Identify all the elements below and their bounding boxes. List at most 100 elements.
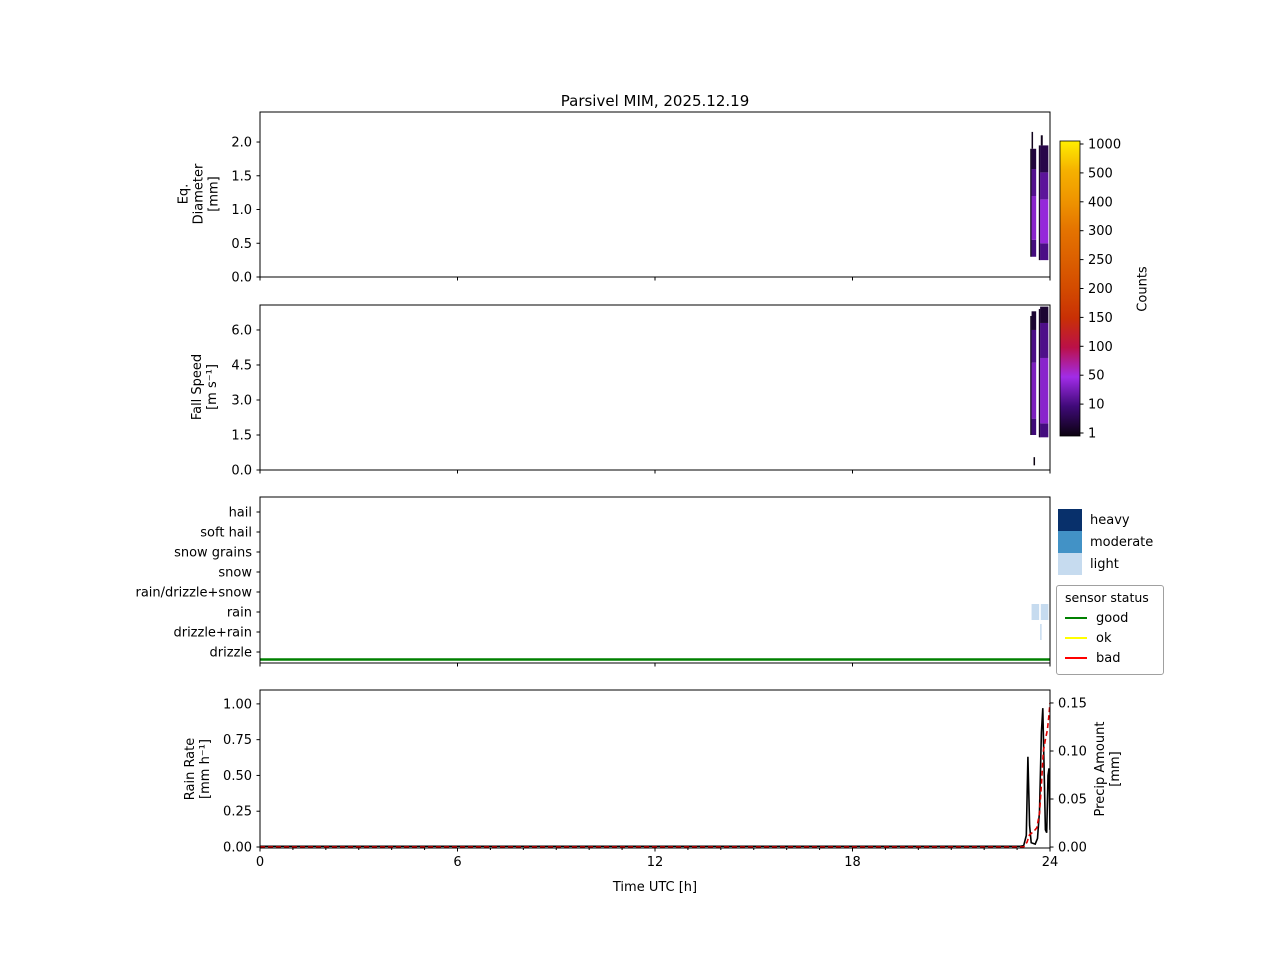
heatmap-cell [1038,145,1041,261]
x-tick-label: 12 [647,855,664,870]
rain_rate-plot-area [260,702,1050,848]
y-tick-label: 0.00 [223,840,252,855]
heatmap-cell [1033,457,1036,466]
y-label-line: [mm h⁻¹] [198,739,213,799]
y-tick-label: 0.0 [231,271,252,286]
y-label-rain-rate: Rain Rate [mm h⁻¹] [183,738,213,801]
colorbar-label: Counts [1135,266,1151,312]
category-label: snow grains [174,546,252,561]
y-tick-label: 1.5 [231,428,252,443]
heatmap-cell [1040,199,1049,244]
heavy-swatch [1058,509,1082,531]
y-label-line: Fall Speed [190,353,205,421]
y-label-eq-diameter: Eq. Diameter [mm] [177,164,222,225]
heatmap-cell [1031,169,1037,197]
y-label-precip-amount: Precip Amount [mm] [1093,722,1123,817]
x-tick-label: 6 [453,855,461,870]
heatmap-cell [1040,172,1049,200]
x-axis-label: Time UTC [h] [612,880,698,895]
eq_diameter-plot-area [1030,131,1049,261]
right-y-tick-label: 0.15 [1058,696,1087,711]
y-label-line: Eq. [176,183,192,205]
colorbar-tick-label: 1000 [1088,138,1121,153]
sensor-status-legend-title: sensor status [1065,590,1149,605]
heatmap-cell [1040,423,1049,438]
y-tick-label: 4.5 [231,358,252,373]
heatmap-cell [1040,357,1049,424]
colorbar-tick-label: 150 [1088,311,1113,326]
y-tick-label: 0.50 [223,769,252,784]
fall_speed-plot-area [1030,306,1049,466]
colorbar-tick-label: 400 [1088,195,1113,210]
heatmap-cell [1031,196,1037,240]
colorbar-tick-label: 250 [1088,253,1113,268]
y-label-line: [mm] [206,176,222,212]
heatmap-cell [1040,306,1049,323]
legend-row-light: light [1058,553,1153,575]
right-y-tick-label: 0.05 [1058,793,1087,808]
ok-label: ok [1096,630,1112,646]
x-tick-label: 24 [1042,855,1059,870]
ok-line-swatch [1065,637,1087,639]
heatmap-cell [1040,145,1049,173]
heatmap-cell [1038,308,1041,438]
y-label-fall-speed: Fall Speed [m s⁻¹] [190,354,220,420]
colorbar-tick-label: 500 [1088,166,1113,181]
heatmap-cell [1031,239,1037,257]
y-tick-label: 3.0 [231,393,252,408]
colorbar [1059,140,1081,437]
sensor-status-legend: sensor status good ok bad [1056,585,1164,675]
heatmap-cell [1040,135,1043,146]
good-line-swatch [1065,617,1087,619]
heatmap-cell [1031,329,1037,363]
x-tick-label: 0 [256,855,264,870]
moderate-label: moderate [1090,534,1154,550]
heatmap-cell [1031,311,1037,330]
heavy-label: heavy [1090,512,1130,528]
heatmap-cell [1031,131,1034,149]
bad-line-swatch [1065,657,1087,659]
colorbar-tick-label: 200 [1088,282,1113,297]
heatmap-cell [1031,418,1037,435]
x-tick-label: 18 [844,855,861,870]
precip-type-event [1031,604,1040,620]
legend-row-moderate: moderate [1058,531,1153,553]
category-label: rain [227,606,252,621]
y-tick-label: 6.0 [231,323,252,338]
chart-title: Parsivel MIM, 2025.12.19 [560,92,750,110]
light-label: light [1090,556,1119,572]
rain_rate-frame [259,689,1051,849]
precip_type-plot-area [260,604,1050,661]
y-label-line: [m s⁻¹] [205,364,220,410]
heatmap-cell [1040,243,1049,261]
y-tick-label: 1.00 [223,697,252,712]
heatmap-cell [1030,148,1032,257]
y-tick-label: 0.0 [231,464,252,479]
category-label: soft hail [200,526,252,541]
intensity-legend: heavy moderate light [1058,509,1153,575]
colorbar-tick-label: 300 [1088,224,1113,239]
heatmap-cell [1030,315,1032,435]
heatmap-cell [1031,148,1037,170]
heatmap-cell [1040,322,1049,358]
y-label-line: Rain Rate [183,737,198,801]
y-tick-label: 0.5 [231,237,252,252]
colorbar-tick-label: 100 [1088,340,1113,355]
category-label: rain/drizzle+snow [136,586,253,601]
moderate-swatch [1058,531,1082,553]
category-label: drizzle+rain [173,626,252,641]
right-y-tick-label: 0.00 [1058,841,1087,856]
category-label: drizzle [210,646,252,661]
heatmap-cell [1031,362,1037,419]
precip-type-event [1040,604,1049,620]
good-label: good [1096,610,1129,626]
category-label: snow [218,566,252,581]
right-y-tick-label: 0.10 [1058,744,1087,759]
light-swatch [1058,553,1082,575]
legend-row-ok: ok [1065,628,1155,648]
eq_diameter-frame [259,111,1051,278]
colorbar-tick-label: 10 [1088,398,1105,413]
precip_amount-line [260,702,1050,848]
